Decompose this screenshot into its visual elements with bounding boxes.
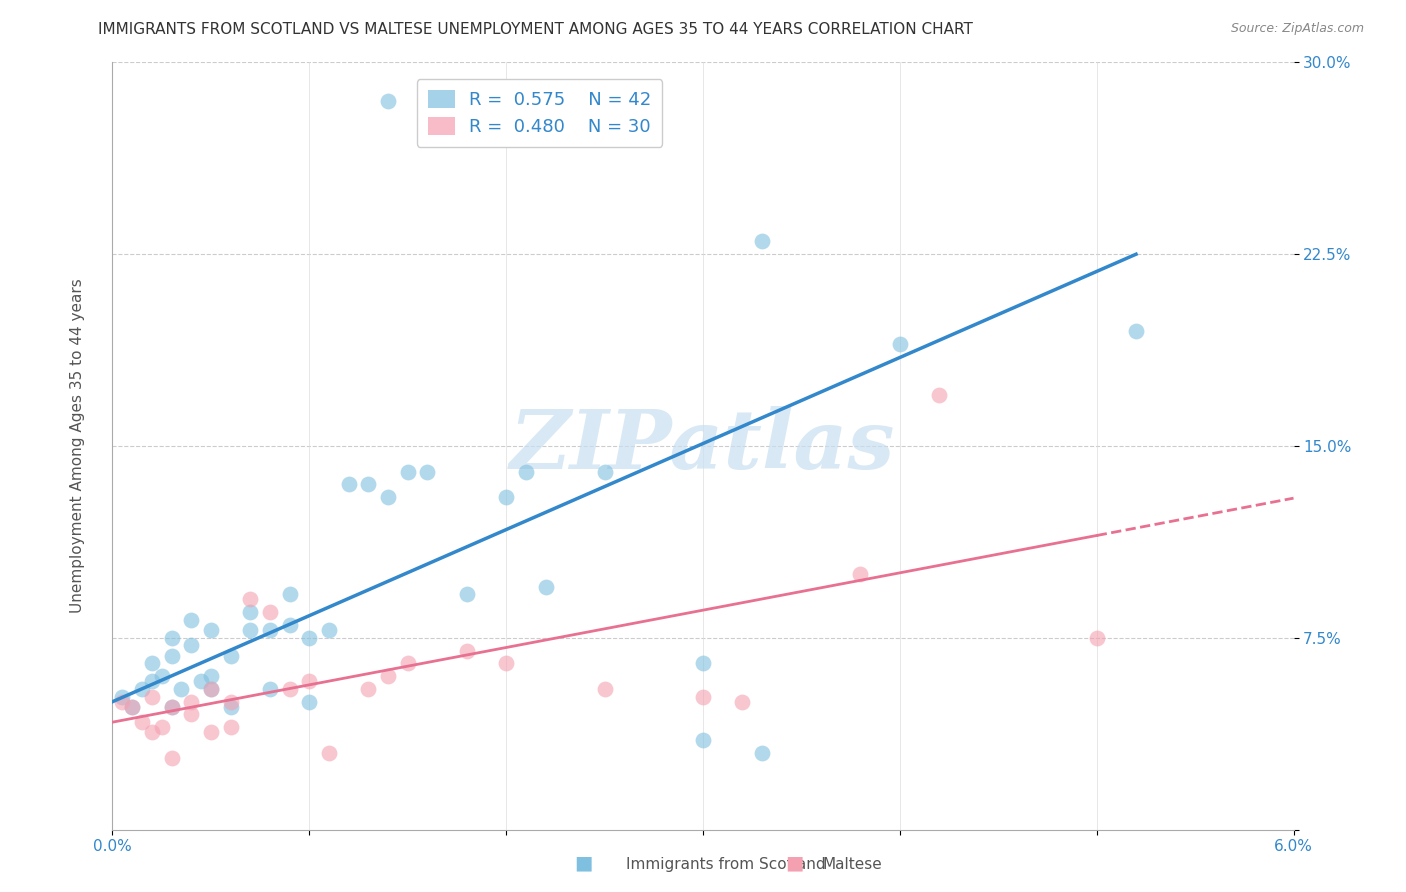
Point bbox=[534, 580, 557, 594]
Point bbox=[150, 720, 173, 734]
Point bbox=[200, 669, 222, 683]
Point bbox=[593, 465, 616, 479]
Point bbox=[278, 681, 301, 696]
Point bbox=[416, 465, 439, 479]
Text: Immigrants from Scotland: Immigrants from Scotland bbox=[626, 857, 825, 872]
Point bbox=[298, 631, 321, 645]
Point bbox=[180, 613, 202, 627]
Text: ZIPatlas: ZIPatlas bbox=[510, 406, 896, 486]
Text: IMMIGRANTS FROM SCOTLAND VS MALTESE UNEMPLOYMENT AMONG AGES 35 TO 44 YEARS CORRE: IMMIGRANTS FROM SCOTLAND VS MALTESE UNEM… bbox=[98, 22, 973, 37]
Point bbox=[239, 605, 262, 619]
Point bbox=[141, 725, 163, 739]
Point bbox=[495, 490, 517, 504]
Point bbox=[593, 681, 616, 696]
Point bbox=[318, 623, 340, 637]
Point bbox=[180, 639, 202, 653]
Point bbox=[239, 592, 262, 607]
Point bbox=[219, 699, 242, 714]
Point bbox=[456, 587, 478, 601]
Point bbox=[357, 477, 380, 491]
Point bbox=[160, 631, 183, 645]
Point bbox=[298, 695, 321, 709]
Legend: R =  0.575    N = 42, R =  0.480    N = 30: R = 0.575 N = 42, R = 0.480 N = 30 bbox=[416, 79, 662, 146]
Point bbox=[259, 605, 281, 619]
Point bbox=[141, 690, 163, 704]
Point bbox=[141, 657, 163, 671]
Point bbox=[200, 725, 222, 739]
Point bbox=[200, 681, 222, 696]
Point bbox=[692, 733, 714, 747]
Point bbox=[849, 566, 872, 581]
Point bbox=[259, 623, 281, 637]
Point bbox=[150, 669, 173, 683]
Point bbox=[396, 657, 419, 671]
Point bbox=[396, 465, 419, 479]
Point bbox=[160, 699, 183, 714]
Point bbox=[1125, 324, 1147, 338]
Text: Source: ZipAtlas.com: Source: ZipAtlas.com bbox=[1230, 22, 1364, 36]
Text: ■: ■ bbox=[574, 854, 593, 872]
Point bbox=[131, 681, 153, 696]
Point bbox=[377, 669, 399, 683]
Point bbox=[190, 674, 212, 689]
Point bbox=[180, 707, 202, 722]
Point bbox=[692, 690, 714, 704]
Point bbox=[200, 623, 222, 637]
Point bbox=[337, 477, 360, 491]
Point bbox=[239, 623, 262, 637]
Point bbox=[259, 681, 281, 696]
Point bbox=[751, 235, 773, 249]
Point bbox=[357, 681, 380, 696]
Text: Maltese: Maltese bbox=[823, 857, 882, 872]
Point bbox=[170, 681, 193, 696]
Point bbox=[200, 681, 222, 696]
Text: Unemployment Among Ages 35 to 44 years: Unemployment Among Ages 35 to 44 years bbox=[70, 278, 84, 614]
Point bbox=[278, 618, 301, 632]
Point bbox=[298, 674, 321, 689]
Point bbox=[111, 695, 134, 709]
Point bbox=[318, 746, 340, 760]
Point bbox=[928, 388, 950, 402]
Point bbox=[731, 695, 754, 709]
Point bbox=[219, 695, 242, 709]
Point bbox=[121, 699, 143, 714]
Point bbox=[278, 587, 301, 601]
Point bbox=[131, 715, 153, 730]
Point bbox=[377, 94, 399, 108]
Point bbox=[160, 648, 183, 663]
Point bbox=[456, 643, 478, 657]
Point bbox=[377, 490, 399, 504]
Point bbox=[141, 674, 163, 689]
Point bbox=[495, 657, 517, 671]
Point bbox=[751, 746, 773, 760]
Point bbox=[111, 690, 134, 704]
Point bbox=[1085, 631, 1108, 645]
Point bbox=[160, 699, 183, 714]
Point bbox=[692, 657, 714, 671]
Point bbox=[219, 720, 242, 734]
Point bbox=[515, 465, 537, 479]
Point bbox=[180, 695, 202, 709]
Point bbox=[121, 699, 143, 714]
Point bbox=[889, 336, 911, 351]
Point bbox=[160, 751, 183, 765]
Text: ■: ■ bbox=[785, 854, 804, 872]
Point bbox=[219, 648, 242, 663]
